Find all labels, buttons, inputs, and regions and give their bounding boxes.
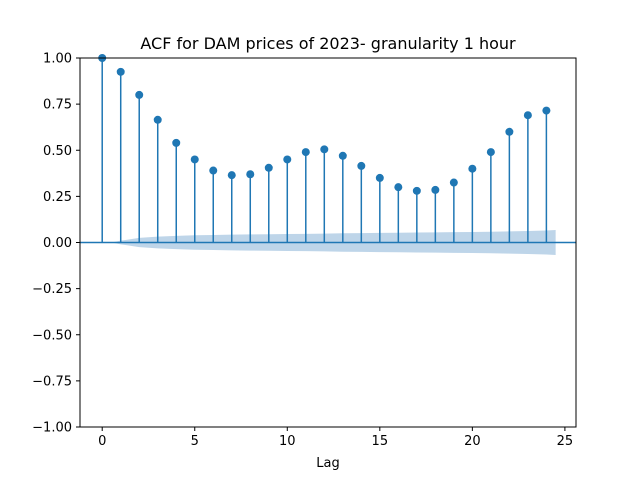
acf-point xyxy=(116,67,125,76)
x-tick-label: 20 xyxy=(464,434,481,449)
acf-point xyxy=(190,155,199,164)
y-tick-label: 0.75 xyxy=(43,98,72,113)
acf-point xyxy=(523,111,532,120)
acf-point xyxy=(412,186,421,195)
acf-point xyxy=(172,138,181,147)
acf-point xyxy=(394,183,403,192)
acf-point xyxy=(209,166,218,175)
acf-point xyxy=(227,171,236,180)
acf-point xyxy=(338,151,347,160)
x-axis-label: Lag xyxy=(316,456,339,471)
x-tick-label: 0 xyxy=(98,434,106,449)
y-tick-label: 1.00 xyxy=(43,52,72,67)
acf-point xyxy=(283,155,292,164)
acf-point xyxy=(301,148,310,157)
y-tick-label: −0.50 xyxy=(32,328,72,343)
acf-point xyxy=(357,161,366,170)
y-tick-label: 0.50 xyxy=(43,144,72,159)
x-tick-label: 15 xyxy=(372,434,389,449)
x-tick-label: 5 xyxy=(191,434,199,449)
acf-point xyxy=(135,90,144,99)
axes: 0 5 10 15 20 25 −1.00 −0.75 −0.50 −0.25 0.00 0.25 0.… xyxy=(32,52,573,450)
acf-point xyxy=(375,173,384,182)
acf-point xyxy=(449,178,458,187)
y-tick-label: 0.25 xyxy=(43,190,72,205)
acf-point xyxy=(320,145,329,154)
y-tick-label: −1.00 xyxy=(32,421,72,436)
y-tick-label: −0.75 xyxy=(32,374,72,389)
y-tick-label: 0.00 xyxy=(43,236,72,251)
acf-point xyxy=(486,148,495,157)
acf-point xyxy=(153,115,162,124)
y-tick-label: −0.25 xyxy=(32,282,72,297)
acf-point xyxy=(264,163,273,172)
acf-point xyxy=(431,185,440,194)
x-tick-label: 10 xyxy=(279,434,296,449)
acf-point xyxy=(542,106,551,115)
acf-point xyxy=(505,127,514,136)
chart-title: ACF for DAM prices of 2023- granularity … xyxy=(140,34,516,53)
acf-point xyxy=(468,164,477,173)
acf-point xyxy=(246,170,255,179)
plot-area xyxy=(80,54,576,256)
x-tick-label: 25 xyxy=(557,434,574,449)
